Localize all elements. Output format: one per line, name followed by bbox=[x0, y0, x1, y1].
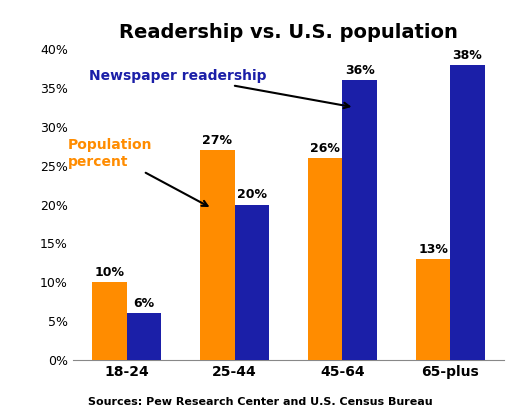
Bar bbox=[308, 158, 343, 360]
Bar bbox=[343, 80, 377, 360]
Text: Newspaper readership: Newspaper readership bbox=[89, 68, 349, 108]
Text: 6%: 6% bbox=[134, 297, 155, 310]
Bar bbox=[450, 65, 485, 360]
Text: Sources: Pew Research Center and U.S. Census Bureau: Sources: Pew Research Center and U.S. Ce… bbox=[88, 397, 432, 407]
Text: 27%: 27% bbox=[202, 134, 232, 147]
Bar bbox=[235, 204, 269, 360]
Bar bbox=[200, 150, 235, 360]
Bar bbox=[416, 259, 450, 360]
Text: 10%: 10% bbox=[95, 266, 125, 279]
Text: 26%: 26% bbox=[310, 142, 340, 155]
Bar bbox=[127, 313, 161, 360]
Text: 38%: 38% bbox=[453, 49, 483, 61]
Bar bbox=[93, 282, 127, 360]
Text: Population
percent: Population percent bbox=[68, 138, 207, 206]
Text: 20%: 20% bbox=[237, 189, 267, 201]
Text: 13%: 13% bbox=[418, 243, 448, 256]
Text: 36%: 36% bbox=[345, 64, 374, 77]
Title: Readership vs. U.S. population: Readership vs. U.S. population bbox=[119, 23, 458, 42]
